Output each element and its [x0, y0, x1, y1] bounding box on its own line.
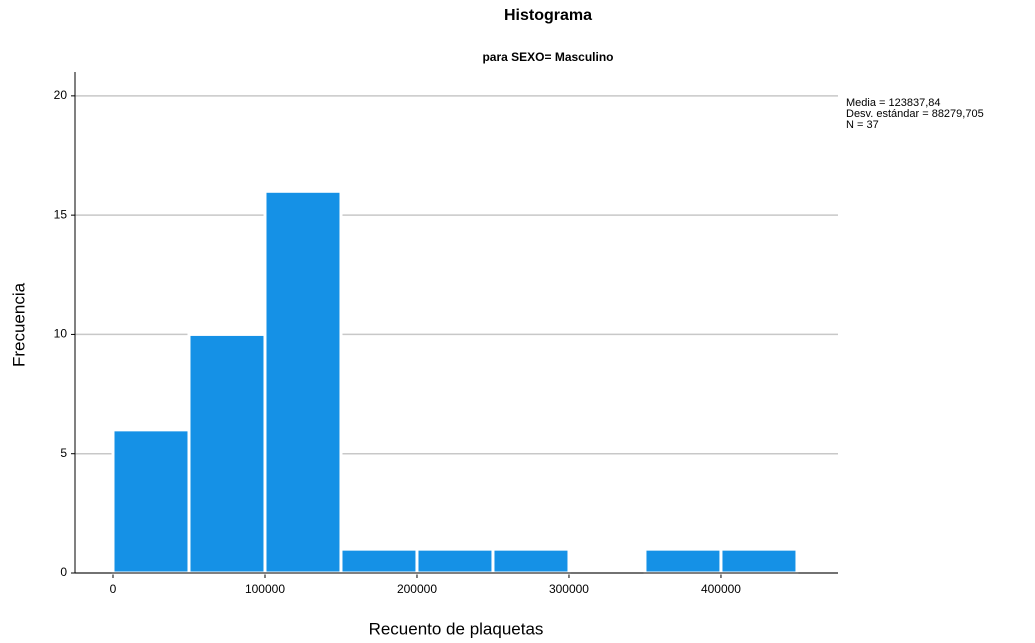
bar [263, 189, 343, 575]
x-axis-label: Recuento de plaquetas [369, 619, 544, 638]
bar [415, 547, 495, 575]
x-tick-label: 0 [110, 582, 117, 596]
bar [339, 547, 419, 575]
x-tick-label: 400000 [701, 582, 741, 596]
x-tick-label: 300000 [549, 582, 589, 596]
annotation: Media = 123837,84 [846, 97, 941, 109]
y-axis-label: Frecuencia [9, 282, 28, 367]
bar [643, 547, 723, 575]
chart-title: Histograma [504, 7, 592, 24]
annotation: N = 37 [846, 119, 879, 131]
chart-subtitle: para SEXO= Masculino [482, 50, 613, 64]
x-tick-label: 100000 [245, 582, 285, 596]
bar [187, 332, 267, 575]
y-tick-label: 10 [54, 327, 68, 341]
annotation: Desv. estándar = 88279,705 [846, 108, 984, 120]
x-tick-label: 200000 [397, 582, 437, 596]
y-tick-label: 15 [54, 207, 68, 221]
y-tick-label: 20 [54, 88, 68, 102]
bar [719, 547, 799, 575]
y-tick-label: 0 [60, 565, 67, 579]
bar [491, 547, 571, 575]
bar [111, 428, 191, 575]
y-tick-label: 5 [60, 446, 67, 460]
